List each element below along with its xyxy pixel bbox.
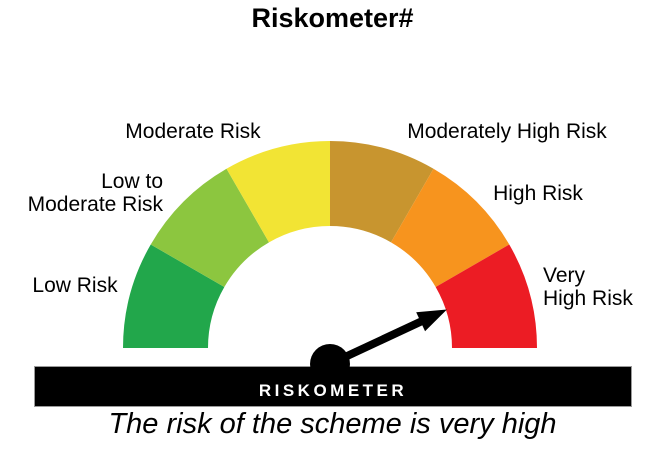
label-moderate-risk: Moderate Risk	[125, 120, 261, 143]
label-moderately-high-risk: Moderately High Risk	[407, 120, 607, 143]
risk-caption: The risk of the scheme is very high	[108, 408, 557, 440]
needle-arrowhead	[416, 309, 447, 332]
label-high-risk: High Risk	[493, 182, 583, 205]
gauge-segment-very-high	[435, 244, 537, 348]
gauge-segment-moderate	[226, 141, 330, 243]
gauge-segment-low-to-moderate	[150, 168, 269, 287]
page-title: Riskometer#	[251, 3, 414, 33]
label-low-risk: Low Risk	[32, 274, 118, 297]
label-very-high-risk: Very High Risk	[543, 264, 633, 310]
riskometer-bar: RISKOMETER	[34, 366, 632, 407]
gauge-segment-moderately-high	[330, 141, 434, 243]
gauge-segment-low	[123, 244, 225, 348]
riskometer-bar-label: RISKOMETER	[258, 381, 408, 400]
label-low-to-moderate-risk: Low to Moderate Risk	[27, 170, 163, 216]
